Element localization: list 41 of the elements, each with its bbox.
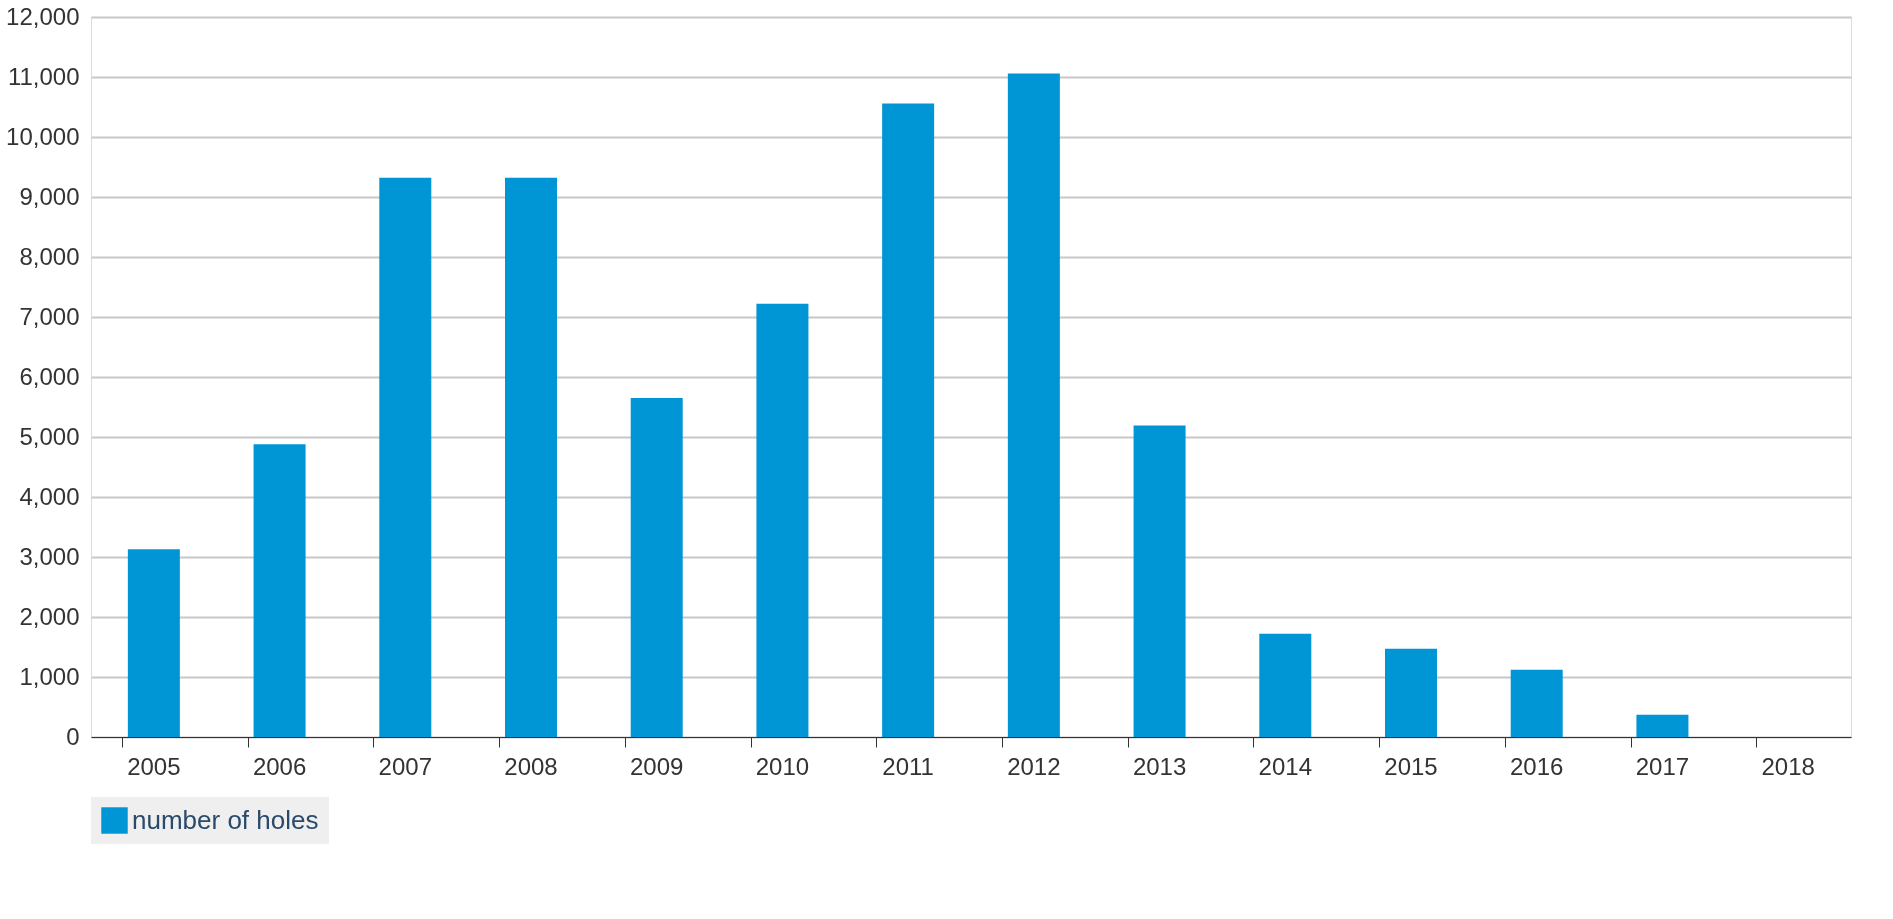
- bar: [756, 303, 809, 737]
- bar: [379, 177, 432, 737]
- y-tick-label: 4,000: [19, 482, 80, 510]
- x-tick-label: 2015: [1384, 752, 1438, 780]
- y-tick-label: 2,000: [19, 602, 80, 630]
- x-tick-label: 2016: [1510, 752, 1564, 780]
- y-tick-label: 3,000: [19, 542, 80, 570]
- x-tick-label: 2014: [1258, 752, 1312, 780]
- bar: [505, 177, 557, 737]
- y-tick-label: 0: [66, 722, 80, 750]
- x-tick-label: 2007: [378, 752, 432, 780]
- y-tick-label: 9,000: [19, 182, 80, 210]
- x-tick-label: 2017: [1635, 752, 1690, 780]
- bar: [882, 103, 935, 737]
- x-tick-label: 2008: [504, 752, 558, 780]
- x-tick-label: 2018: [1761, 752, 1815, 780]
- bar: [1385, 648, 1437, 737]
- y-tick-label: 6,000: [19, 362, 80, 390]
- y-tick-label: 5,000: [19, 422, 80, 450]
- bar: [253, 444, 306, 737]
- y-tick-label: 12,000: [6, 2, 80, 30]
- y-tick-label: 10,000: [6, 122, 80, 150]
- x-tick-label: 2006: [252, 752, 307, 780]
- bar: [1636, 714, 1689, 737]
- y-tick-label: 11,000: [7, 62, 80, 90]
- bar: [1133, 425, 1186, 737]
- bar: [1510, 669, 1563, 737]
- x-tick-label: 2013: [1132, 752, 1187, 780]
- x-tick-label: 2005: [127, 752, 181, 780]
- x-tick-label: 2011: [882, 752, 934, 780]
- x-tick-label: 2010: [755, 752, 810, 780]
- bar: [1007, 73, 1060, 737]
- x-tick-label: 2009: [630, 752, 684, 780]
- bar: [127, 549, 180, 737]
- legend-label: number of holes: [132, 804, 319, 835]
- y-tick-label: 7,000: [19, 302, 80, 330]
- y-tick-label: 8,000: [19, 242, 80, 270]
- x-tick-label: 2012: [1007, 752, 1061, 780]
- bar: [1259, 633, 1312, 737]
- bar: [630, 398, 683, 737]
- y-tick-label: 1,000: [19, 662, 80, 690]
